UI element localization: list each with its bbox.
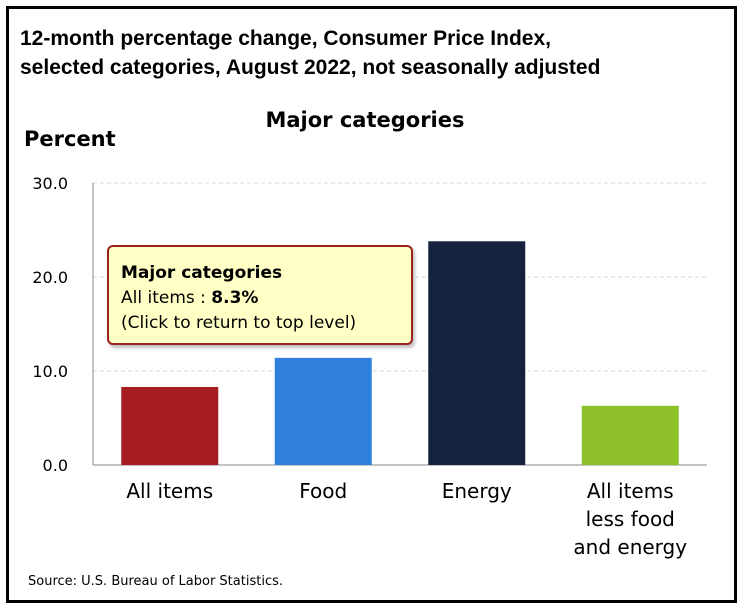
- tooltip-value: 8.3%: [211, 288, 259, 308]
- y-tick-label: 20.0: [32, 268, 68, 287]
- tooltip-title: Major categories: [121, 263, 283, 283]
- y-tick-label: 10.0: [32, 362, 68, 381]
- x-tick-label: Energy: [442, 479, 512, 503]
- bar[interactable]: [121, 386, 219, 465]
- bar[interactable]: [428, 241, 526, 465]
- y-tick-label: 0.0: [43, 456, 68, 475]
- x-tick-label: Food: [299, 479, 347, 503]
- x-tick-label: All items: [587, 479, 674, 503]
- x-tick-label: and energy: [573, 535, 687, 559]
- page-title: 12-month percentage change, Consumer Pri…: [20, 24, 710, 82]
- source-note: Source: U.S. Bureau of Labor Statistics.: [28, 574, 283, 589]
- tooltip[interactable]: Major categories All items : 8.3% (Click…: [107, 245, 413, 345]
- tooltip-value-line: All items : 8.3%: [121, 286, 411, 311]
- title-line-2: selected categories, August 2022, not se…: [20, 56, 601, 79]
- title-line-1: 12-month percentage change, Consumer Pri…: [20, 27, 551, 50]
- tooltip-hint: (Click to return to top level): [121, 313, 357, 333]
- y-axis-label: Percent: [24, 127, 116, 151]
- chart-title: Major categories: [265, 108, 465, 132]
- x-tick-label: less food: [586, 507, 675, 531]
- y-tick-label: 30.0: [32, 174, 68, 193]
- x-tick-label: All items: [126, 479, 213, 503]
- bar[interactable]: [581, 405, 679, 465]
- tooltip-label: All items :: [121, 288, 212, 308]
- bar[interactable]: [274, 357, 372, 465]
